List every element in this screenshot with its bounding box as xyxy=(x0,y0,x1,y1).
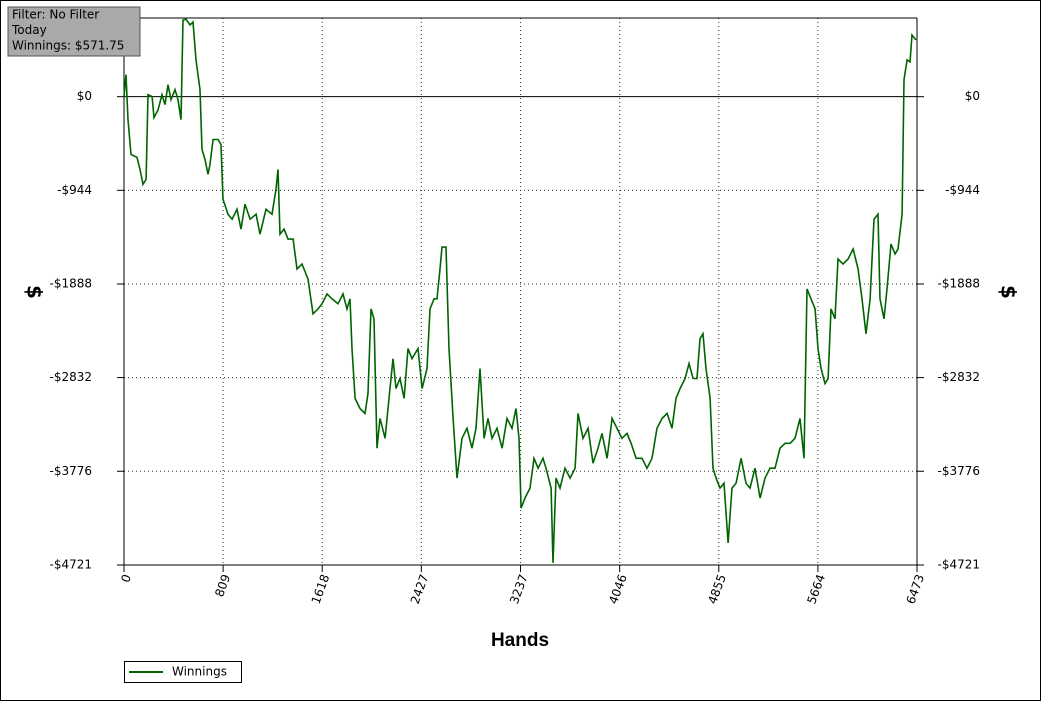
legend-box xyxy=(124,661,242,683)
y-tick-label: -$3776 xyxy=(49,464,92,478)
y2-tick-label: -$944 xyxy=(945,183,980,197)
y-tick-label: -$944 xyxy=(57,183,92,197)
x-tick-label: 0 xyxy=(118,572,134,584)
y-tick-label: -$1888 xyxy=(49,276,92,290)
info-box xyxy=(7,6,141,57)
y2-tick-label: -$1888 xyxy=(937,276,980,290)
y-tick-label: -$4721 xyxy=(49,558,92,572)
y2-tick-label: -$3776 xyxy=(937,464,980,478)
y-tick-label: $0 xyxy=(77,89,92,103)
y2-tick-label: $0 xyxy=(965,89,980,103)
y2-tick-label: -$2832 xyxy=(937,370,980,384)
y-tick-label: -$2832 xyxy=(49,370,92,384)
y2-tick-label: -$4721 xyxy=(937,558,980,572)
info-text: Filter: No Filter xyxy=(12,8,99,22)
info-text: Today xyxy=(11,23,47,37)
y-axis-title: $ xyxy=(23,285,47,299)
legend-label: Winnings xyxy=(172,665,227,679)
winnings-line xyxy=(123,18,917,563)
info-text: Winnings: $571.75 xyxy=(12,39,124,53)
x-axis-title: Hands xyxy=(491,630,549,651)
y2-axis-title: $ xyxy=(997,285,1021,299)
